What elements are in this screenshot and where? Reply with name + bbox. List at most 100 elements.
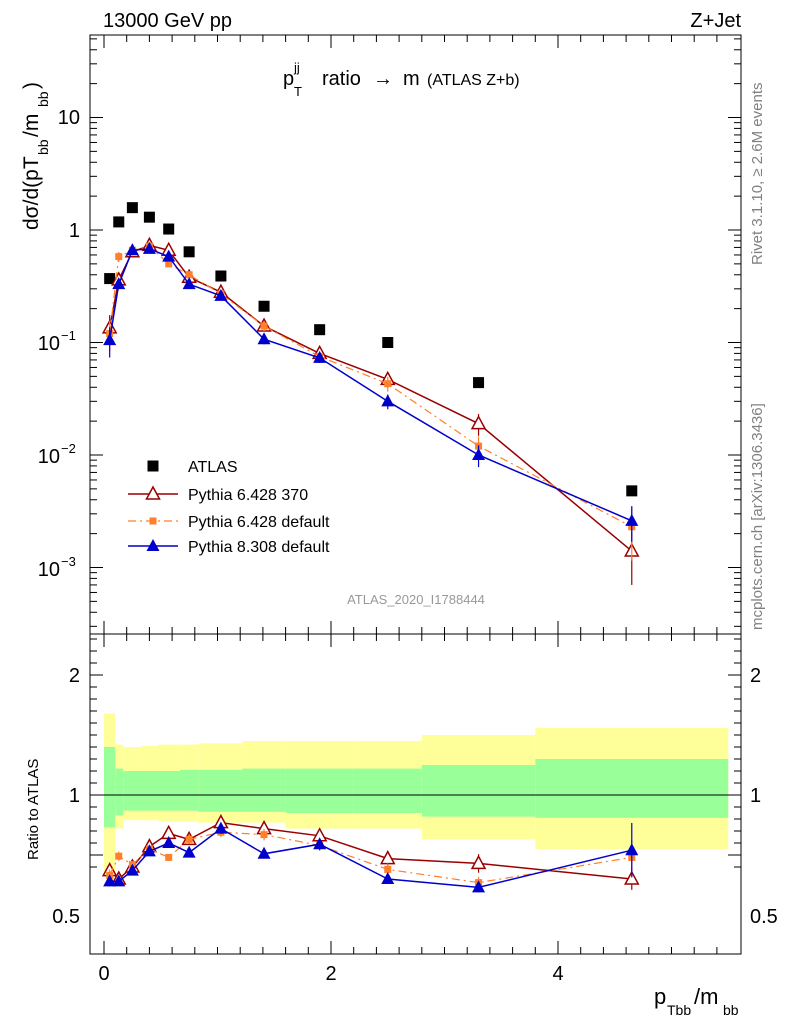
y-tick-label-1e-1: 10 −1 [38, 328, 76, 355]
svg-text:10: 10 [38, 333, 60, 355]
atlas-data-point [382, 337, 394, 348]
svg-text:Tbb: Tbb [667, 1002, 691, 1018]
uncertainty-band-green [285, 768, 354, 813]
pythia-6-428-default-point [185, 271, 193, 279]
y-axis-title-sub2: bb [35, 91, 51, 107]
uncertainty-band-green [242, 768, 286, 812]
uncertainty-band-green [115, 768, 124, 816]
axis-ticks [90, 35, 741, 954]
uncertainty-band-green [123, 771, 142, 811]
ratio-panel-series [101, 814, 640, 893]
ratio-pythia-8-308-default-point [112, 874, 126, 887]
legend-pythia-8-308-default-marker [146, 539, 160, 551]
pythia-6-428-370-line [108, 244, 633, 552]
pythia-8-308-default-point [103, 333, 117, 346]
x-tick-label-0: 0 [98, 963, 109, 985]
top-title: p T jj ratio → m (ATLAS Z+b) [283, 60, 520, 99]
ratio-pythia-6-428-default-point [115, 852, 123, 860]
ratio-pythia-8-308-default-point [182, 845, 196, 858]
uncertainty-band-green [104, 747, 116, 828]
pythia-6-428-370-point [470, 415, 487, 430]
title-m: m [403, 68, 420, 90]
pythia-8-308-default-point [381, 394, 395, 407]
atlas-data-point [314, 324, 326, 336]
ratio-pythia-6-428-default-point [165, 853, 173, 861]
y-axis-title-slash: /m [20, 114, 43, 137]
legend: ATLAS Pythia 6.428 370 Pythia 6.428 defaul… [128, 459, 330, 556]
legend-label-pythia-8-308-default: Pythia 8.308 default [188, 539, 330, 556]
svg-text:−1: −1 [61, 328, 76, 343]
pythia-8-308-default-point [472, 448, 486, 460]
svg-text:10: 10 [38, 446, 60, 468]
y-axis-title-close: ) [20, 82, 43, 89]
ratio-pythia-6-428-370-point [624, 870, 640, 885]
legend-pythia-6-428-default-marker [149, 517, 157, 525]
pythia-6-428-default-point [115, 253, 123, 261]
pythia-8-308-default-point [125, 243, 139, 256]
pythia-8-308-default-point [162, 249, 176, 262]
pythia-8-308-default-point [142, 241, 156, 254]
y-tick-label-1: 1 [69, 220, 80, 242]
side-site-label: mcplots.cern.ch [arXiv:1306.3436] [749, 403, 766, 630]
ratio-pythia-6-428-default-line [109, 831, 632, 884]
uncertainty-band-green [158, 771, 181, 811]
uncertainty-band-green [535, 759, 729, 818]
title-paren: (ATLAS Z+b) [427, 72, 520, 89]
y-axis-title-main: dσ/d(pT [20, 156, 43, 230]
legend-label-pythia-6-428-370: Pythia 6.428 370 [188, 487, 308, 504]
atlas-data-point [473, 377, 485, 389]
ratio-pythia-6-428-default-point [384, 865, 392, 873]
pythia-6-428-default-point [165, 260, 173, 268]
ratio-pythia-8-308-default-point [257, 846, 271, 859]
uncertainty-band-green [198, 769, 243, 812]
pythia-8-308-default-point [257, 332, 271, 345]
ratio-pythia-8-308-default-point [125, 863, 139, 876]
ratio-y-tick-1-right: 1 [750, 785, 761, 807]
atlas-data-point [126, 202, 138, 214]
svg-text:bb: bb [723, 1002, 739, 1018]
analysis-id-label: ATLAS_2020_I1788444 [347, 592, 485, 607]
ratio-y-tick-2-right: 2 [750, 665, 761, 687]
atlas-data-point [163, 223, 175, 235]
y-axis-title: dσ/d(pT bb /m bb ) [20, 82, 51, 230]
atlas-data-point [104, 273, 116, 285]
atlas-data-point [215, 270, 227, 282]
x-tick-label-2: 2 [325, 963, 336, 985]
title-pt-sub: T [294, 84, 302, 99]
energy-label: 13000 GeV pp [103, 10, 232, 32]
legend-pythia-6-428-370-marker [145, 485, 161, 500]
atlas-data-point [113, 216, 125, 228]
atlas-data-point [258, 300, 270, 312]
ratio-pythia-8-308-default-point [313, 837, 327, 850]
y-tick-label-1e-2: 10 −2 [38, 441, 76, 468]
svg-text:/m: /m [694, 984, 718, 1009]
svg-text:−3: −3 [61, 554, 76, 569]
top-panel-series [101, 202, 640, 585]
ratio-pythia-6-428-370-point [470, 854, 487, 870]
uncertainty-band-green [141, 771, 159, 811]
legend-label-pythia-6-428-default: Pythia 6.428 default [188, 514, 330, 531]
ratio-pythia-8-308-default-point [472, 880, 486, 893]
atlas-data-point [183, 246, 195, 258]
ratio-pythia-8-308-default-point [381, 872, 395, 884]
pythia-8-308-default-point [214, 288, 228, 301]
legend-atlas-marker [147, 460, 159, 472]
y-tick-label-1e-3: 10 −3 [38, 554, 76, 581]
x-axis-label: p Tbb /m bb [654, 984, 739, 1018]
title-arrow: → [373, 68, 393, 90]
title-pt-sup: jj [293, 60, 300, 75]
pythia-6-428-default-point [384, 380, 392, 388]
pythia-8-308-default-line [108, 248, 633, 522]
ratio-y-tick-2: 2 [69, 665, 80, 687]
ratio-pythia-8-308-default-point [214, 821, 228, 834]
ratio-pythia-6-428-default-point [260, 831, 268, 839]
x-tick-labels: 0 2 4 [98, 963, 563, 985]
pythia-8-308-default-point [112, 277, 126, 290]
ratio-panel-bands [104, 713, 729, 873]
uncertainty-band-green [421, 765, 536, 817]
ratio-pythia-8-308-default-point [162, 836, 176, 848]
title-pt-symbol: p [283, 68, 294, 90]
svg-text:−2: −2 [61, 441, 76, 456]
pythia-6-428-default-point [260, 322, 268, 330]
